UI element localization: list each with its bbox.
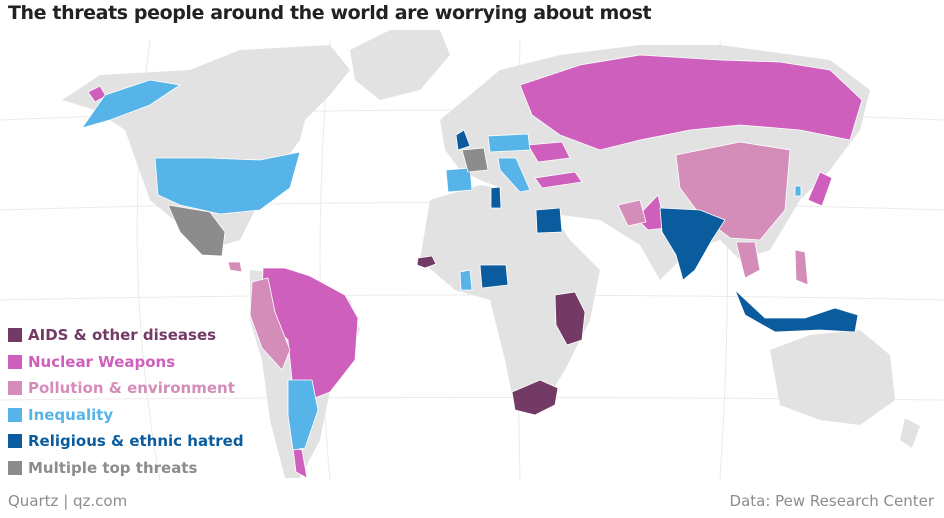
country-philippines	[794, 249, 809, 286]
country-central-america	[227, 261, 243, 273]
land-australia-base	[770, 330, 895, 425]
country-ghana	[459, 269, 473, 291]
country-taiwan	[794, 185, 802, 197]
legend-swatch	[8, 328, 22, 343]
legend-label: Pollution & environment	[28, 379, 235, 398]
country-south-africa	[511, 379, 559, 416]
legend-label: AIDS & other diseases	[28, 326, 217, 345]
country-tunisia	[490, 186, 502, 209]
country-mexico	[167, 204, 226, 257]
country-indonesia	[734, 289, 859, 333]
legend-label: Inequality	[28, 405, 114, 424]
legend-label: Religious & ethnic hatred	[28, 432, 244, 451]
land-africa-base	[420, 185, 600, 410]
country-turkey	[534, 171, 583, 189]
legend-swatch	[8, 354, 22, 369]
country-colombia-peru-bolivia	[249, 277, 291, 371]
country-germany-poland	[487, 133, 531, 153]
country-nigeria	[479, 264, 509, 289]
legend-swatch	[8, 460, 22, 475]
country-india	[659, 207, 726, 281]
country-russia	[519, 54, 863, 151]
country-iran-region	[617, 199, 647, 227]
country-senegal	[416, 255, 437, 269]
country-southeast-asia	[735, 241, 761, 279]
country-highlight-layer	[81, 54, 863, 479]
legend-item: Inequality	[8, 402, 244, 429]
country-egypt	[535, 207, 563, 234]
map-title: The threats people around the world are …	[8, 2, 652, 24]
legend: AIDS & other diseases Nuclear Weapons Poll…	[8, 322, 244, 481]
country-france	[461, 147, 489, 173]
legend-item: Pollution & environment	[8, 375, 244, 402]
legend-swatch	[8, 381, 22, 396]
footer-source-left: Quartz | qz.com	[8, 492, 128, 510]
country-uk	[455, 129, 471, 151]
country-argentina	[287, 379, 319, 451]
legend-label: Nuclear Weapons	[28, 352, 176, 371]
land-new-zealand-base	[900, 418, 920, 448]
legend-swatch	[8, 434, 22, 449]
legend-swatch	[8, 407, 22, 422]
legend-item: Religious & ethnic hatred	[8, 428, 244, 455]
land-greenland-base	[350, 30, 450, 100]
country-italy-greece	[497, 157, 531, 193]
legend-item: Multiple top threats	[8, 455, 244, 482]
country-tanzania-kenya-uganda	[554, 291, 586, 346]
footer-source-right: Data: Pew Research Center	[729, 492, 934, 510]
country-ukraine	[527, 141, 571, 163]
legend-item: Nuclear Weapons	[8, 349, 244, 376]
country-japan-korea	[807, 171, 833, 207]
country-spain	[445, 167, 473, 193]
legend-label: Multiple top threats	[28, 458, 198, 477]
legend-item: AIDS & other diseases	[8, 322, 244, 349]
country-usa	[154, 151, 301, 215]
world-map	[0, 30, 944, 481]
country-canada-west	[81, 79, 182, 129]
